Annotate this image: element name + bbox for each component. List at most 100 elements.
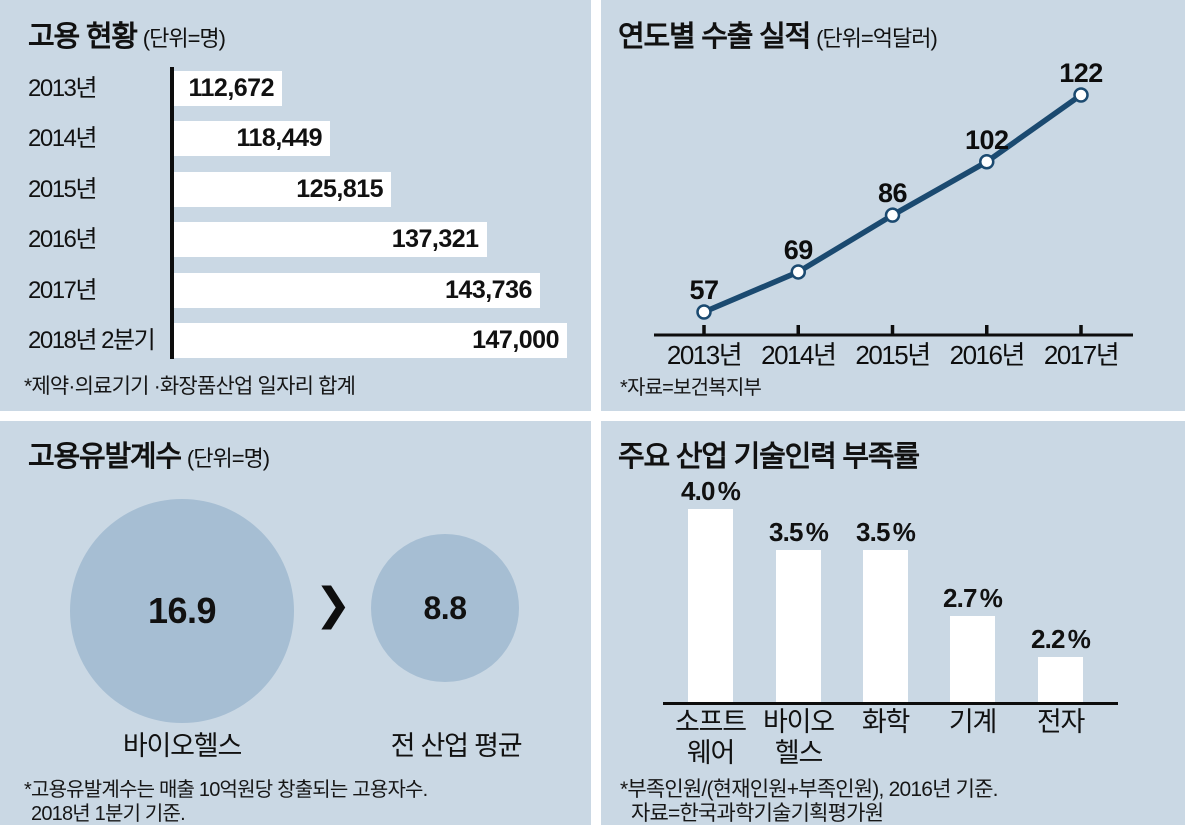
shortage-category-label: 바이오 헬스 [729, 707, 869, 769]
shortage-bar [863, 550, 908, 702]
all-industry-bubble-label: 전 산업 평균 [390, 731, 523, 761]
coefficient-title-text: 고용유발계수 [28, 441, 182, 473]
coefficient-title-unit: (단위=명) [186, 446, 270, 471]
shortage-bar-value-number: 3.5 [768, 517, 804, 548]
shortage-bar-value-unit: % [805, 517, 829, 548]
employment-year-label: 2015년 [28, 175, 97, 203]
coefficient-title: 고용유발계수 (단위=명) [28, 433, 270, 475]
employment-year-label: 2014년 [28, 125, 97, 153]
shortage-category-line: 소프트 [675, 707, 747, 737]
employment-bar: 112,672 [174, 71, 282, 106]
employment-bar-value: 137,321 [391, 225, 479, 254]
exports-title-unit: (단위=억달러) [816, 26, 938, 51]
coefficient-footnote-line1: *고용유발계수는 매출 10억원당 창출되는 고용자수. [24, 779, 428, 801]
exports-x-label: 2015년 [855, 340, 929, 370]
employment-row: 2017년 143,736 [0, 272, 591, 308]
shortage-bar-value-unit: % [892, 517, 916, 548]
employment-bar: 118,449 [174, 121, 330, 157]
employment-bar-value: 112,672 [188, 74, 275, 102]
employment-year-label: 2017년 [28, 276, 97, 304]
exports-point-value: 57 [689, 275, 718, 305]
employment-row: 2015년 125,815 [0, 171, 591, 207]
exports-line-chart: 57 2013년 69 2014년 86 2015년 102 2016년 122 2017년 [654, 58, 1133, 370]
employment-bar-value: 143,736 [445, 275, 532, 304]
employment-bar: 143,736 [174, 272, 540, 308]
shortage-footnote-line1: *부족인원/(현재인원+부족인원), 2016년 기준. [620, 778, 999, 801]
shortage-bar [688, 509, 733, 702]
shortage-category-label: 기계 [903, 707, 1043, 738]
all-industry-bubble: 8.8 [371, 534, 519, 682]
shortage-title-text: 주요 산업 기술인력 부족률 [618, 441, 920, 473]
shortage-footnote-line2: 자료=한국과학기술기획평가원 [631, 802, 884, 825]
panel-employment: 고용 현황 (단위=명) 2013년 112,672 2014년 118,449 2015… [0, 0, 591, 411]
panel-coefficient: 고용유발계수 (단위=명) 16.9 ❯ 8.8 바이오헬스 전 산업 평균 *고… [0, 421, 591, 825]
exports-point-value: 69 [784, 235, 814, 265]
shortage-bar [776, 550, 821, 702]
employment-title-text: 고용 현황 [28, 21, 138, 53]
exports-x-label: 2013년 [667, 340, 741, 370]
shortage-bar [950, 615, 995, 702]
shortage-category-line: 전자 [1036, 707, 1085, 737]
exports-point-value: 102 [965, 125, 1009, 155]
employment-bar: 125,815 [174, 171, 392, 207]
exports-point-marker [1073, 87, 1089, 103]
shortage-category-label: 화학 [816, 707, 956, 738]
exports-title-text: 연도별 수출 실적 [618, 21, 811, 53]
exports-point-marker [979, 154, 995, 170]
biohealth-bubble: 16.9 [70, 499, 294, 723]
employment-year-label: 2013년 [28, 75, 97, 102]
shortage-axis-line [663, 702, 1118, 705]
shortage-bar-value: 4.0% [651, 476, 771, 507]
exports-point-value: 122 [1059, 58, 1103, 88]
employment-title: 고용 현황 (단위=명) [28, 13, 226, 55]
panel-shortage: 주요 산업 기술인력 부족률 4.0% 3.5% 3.5% 2.7% 2.2% 소프트 웨… [601, 421, 1185, 825]
shortage-category-line: 기계 [948, 707, 997, 737]
shortage-bar-value: 2.2% [1001, 624, 1121, 655]
shortage-bar-value: 2.7% [913, 583, 1033, 614]
exports-point-marker [884, 207, 901, 223]
all-industry-bubble-value: 8.8 [423, 589, 467, 626]
exports-point-value: 86 [878, 178, 908, 208]
employment-footnote: *제약·의료기기 ·화장품산업 일자리 합계 [24, 375, 356, 398]
shortage-bar-value-unit: % [1067, 624, 1091, 654]
biohealth-bubble-label: 바이오헬스 [122, 731, 242, 761]
coefficient-footnote-line2: 2018년 1분기 기준. [31, 803, 186, 825]
shortage-bar-value: 3.5% [739, 517, 859, 548]
shortage-category-label: 소프트 웨어 [641, 707, 781, 769]
employment-bar-value: 147,000 [472, 326, 559, 354]
exports-point-marker [696, 304, 712, 320]
employment-bar: 137,321 [174, 222, 487, 258]
employment-bar-value: 118,449 [236, 124, 323, 153]
exports-point-marker [790, 264, 806, 280]
employment-year-label: 2016년 [28, 226, 97, 254]
biohealth-bubble-value: 16.9 [147, 590, 217, 631]
exports-footnote: *자료=보건복지부 [620, 377, 762, 399]
shortage-bar-value-unit: % [979, 582, 1003, 613]
employment-year-label: 2018년 2분기 [28, 327, 156, 354]
shortage-title: 주요 산업 기술인력 부족률 [618, 433, 920, 475]
exports-x-label: 2014년 [761, 340, 835, 370]
shortage-bar-value-number: 2.2 [1030, 624, 1066, 654]
employment-axis-line [170, 67, 174, 359]
employment-row: 2014년 118,449 [0, 121, 591, 157]
exports-x-label: 2016년 [950, 340, 1024, 370]
exports-x-label: 2017년 [1044, 340, 1118, 370]
shortage-category-line: 헬스 [774, 738, 823, 768]
shortage-bar-value-number: 2.7 [942, 582, 978, 613]
exports-title: 연도별 수출 실적 (단위=억달러) [618, 13, 938, 55]
shortage-bar-value-number: 3.5 [855, 517, 891, 548]
shortage-bar [1038, 657, 1083, 702]
employment-title-unit: (단위=명) [142, 26, 226, 51]
shortage-bar-value-unit: % [717, 476, 741, 506]
shortage-category-line: 바이오 [763, 707, 835, 737]
panel-exports: 연도별 수출 실적 (단위=억달러) 57 2013년 69 2014년 86 2015년 1… [601, 0, 1185, 411]
employment-bar-value: 125,815 [296, 174, 384, 203]
shortage-category-line: 화학 [861, 707, 910, 737]
employment-bar: 147,000 [174, 323, 567, 358]
employment-row: 2016년 137,321 [0, 222, 591, 258]
employment-row: 2018년 2분기 147,000 [0, 323, 591, 358]
shortage-category-label: 전자 [991, 707, 1131, 738]
shortage-bar-value: 3.5% [826, 517, 946, 548]
shortage-bar-value-number: 4.0 [680, 476, 716, 506]
